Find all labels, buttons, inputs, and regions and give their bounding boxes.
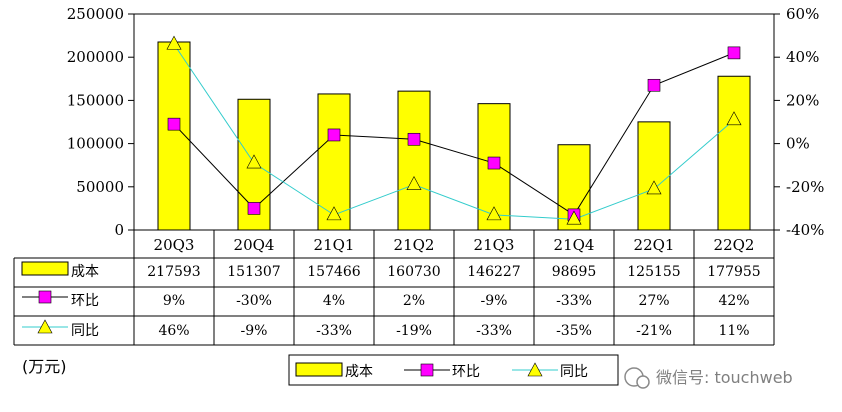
- cell-1-20Q3: 9%: [163, 293, 185, 309]
- x-tick-label-21Q3: 21Q3: [474, 236, 515, 254]
- cell-2-20Q4: -9%: [241, 323, 268, 339]
- marker-qoq-22Q1: [647, 78, 661, 92]
- x-tick-label-20Q4: 20Q4: [234, 236, 275, 254]
- cell-2-21Q2: -19%: [396, 323, 432, 339]
- wechat-watermark: 微信号: touchweb: [624, 367, 793, 389]
- row-swatch-yoy-marker: [37, 319, 53, 334]
- row-swatch-qoq-marker: [38, 290, 52, 304]
- legend-label-qoq: 环比: [452, 364, 480, 380]
- y-left-tick-label: 200000: [67, 48, 124, 66]
- x-tick-label-22Q2: 22Q2: [714, 236, 755, 254]
- marker-qoq-21Q3: [487, 156, 501, 170]
- marker-yoy-21Q2: [406, 176, 422, 190]
- y-right-tick-label: 0%: [786, 135, 810, 153]
- x-tick-label-22Q1: 22Q1: [634, 236, 675, 254]
- y-left-tick-label: 50000: [76, 178, 124, 196]
- legend-box: [288, 354, 619, 386]
- cell-1-22Q2: 42%: [718, 293, 749, 309]
- y-left-tick-label: 0: [114, 221, 124, 239]
- x-tick-label-20Q3: 20Q3: [154, 236, 195, 254]
- cell-2-21Q1: -33%: [316, 323, 352, 339]
- cell-2-22Q2: 11%: [718, 323, 749, 339]
- cell-2-21Q3: -33%: [476, 323, 512, 339]
- cell-0-21Q2: 160730: [387, 264, 440, 280]
- marker-qoq-21Q2: [407, 132, 421, 146]
- unit-label: (万元): [22, 357, 67, 376]
- cell-0-22Q1: 125155: [627, 264, 680, 280]
- cell-1-20Q4: -30%: [236, 293, 272, 309]
- x-tick-label-21Q1: 21Q1: [314, 236, 355, 254]
- y-right-tick-label: -40%: [786, 221, 824, 239]
- marker-qoq-20Q4: [247, 202, 261, 215]
- cell-0-20Q3: 217593: [147, 264, 200, 280]
- y-right-tick-label: 20%: [786, 91, 819, 109]
- bar-cost-22Q2: [717, 75, 751, 231]
- marker-yoy-21Q1: [326, 206, 342, 221]
- marker-yoy-22Q1: [646, 180, 662, 195]
- wechat-icon-bubble: [636, 375, 650, 389]
- x-tick-label-21Q4: 21Q4: [554, 236, 595, 254]
- row-label-1: 环比: [71, 293, 99, 309]
- bar-cost-22Q1: [637, 121, 671, 231]
- legend-marker-yoy: [527, 362, 543, 377]
- marker-yoy-22Q2: [726, 111, 742, 126]
- y-left-tick-label: 250000: [67, 5, 124, 23]
- marker-qoq-20Q3: [167, 117, 181, 131]
- line-yoy: [173, 43, 735, 220]
- y-left-tick-label: 150000: [67, 91, 124, 109]
- watermark-text: 微信号: touchweb: [656, 368, 793, 387]
- cell-0-20Q4: 151307: [227, 264, 280, 280]
- cell-2-22Q1: -21%: [636, 323, 672, 339]
- cell-2-21Q4: -35%: [556, 323, 592, 339]
- marker-yoy-21Q3: [486, 206, 502, 221]
- marker-yoy-20Q4: [246, 154, 262, 169]
- marker-qoq-22Q2: [727, 46, 741, 60]
- row-label-2: 同比: [71, 323, 99, 339]
- cell-0-21Q4: 98695: [552, 264, 597, 280]
- marker-qoq-21Q1: [327, 128, 341, 142]
- plot-area: [133, 13, 775, 231]
- y-right-tick-label: -20%: [786, 178, 824, 196]
- bar-cost-21Q2: [397, 90, 431, 231]
- row-swatch-cost: [21, 261, 69, 276]
- legend-swatch-bar: [295, 362, 343, 377]
- cell-0-21Q3: 146227: [467, 264, 520, 280]
- y-right-tick-label: 60%: [786, 5, 819, 23]
- legend-label-yoy: 同比: [560, 364, 588, 380]
- marker-yoy-20Q3: [166, 35, 182, 50]
- cell-0-21Q1: 157466: [307, 264, 361, 280]
- row-label-0: 成本: [71, 264, 99, 280]
- bar-cost-21Q1: [317, 93, 351, 231]
- cell-2-20Q3: 46%: [158, 323, 189, 339]
- cell-1-21Q3: -9%: [481, 293, 508, 309]
- y-left-tick-label: 100000: [67, 135, 124, 153]
- cell-1-22Q1: 27%: [638, 293, 669, 309]
- cell-1-21Q2: 2%: [403, 293, 425, 309]
- x-tick-label-21Q2: 21Q2: [394, 236, 435, 254]
- line-qoq: [173, 52, 735, 216]
- cell-1-21Q4: -33%: [556, 293, 592, 309]
- cell-0-22Q2: 177955: [707, 264, 760, 280]
- legend-marker-qoq: [420, 363, 434, 377]
- y-right-tick-label: 40%: [786, 48, 819, 66]
- legend-label-cost: 成本: [345, 364, 373, 380]
- marker-yoy-21Q4: [566, 210, 582, 225]
- cell-1-21Q1: 4%: [323, 293, 345, 309]
